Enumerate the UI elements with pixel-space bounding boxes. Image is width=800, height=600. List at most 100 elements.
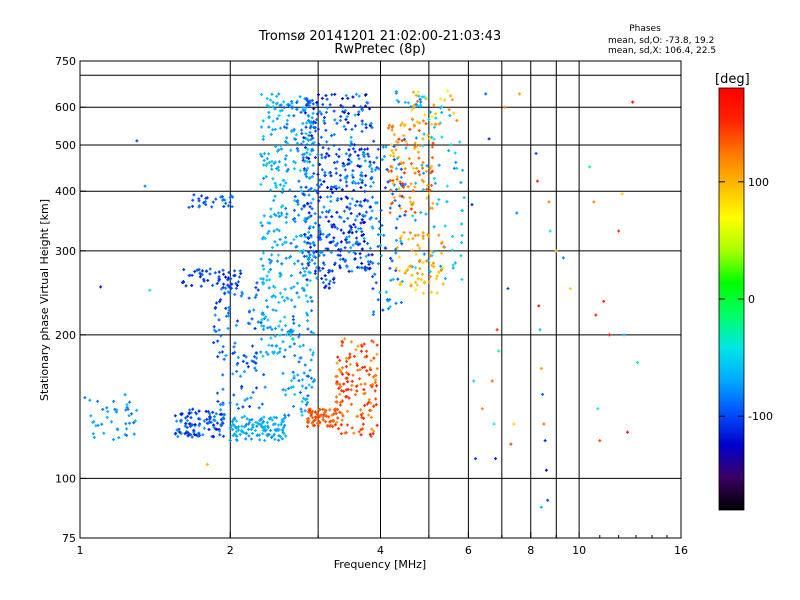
echo-point [355, 199, 359, 203]
echo-point [267, 229, 271, 233]
echo-point [275, 344, 279, 348]
echo-point [285, 118, 289, 122]
echo-point [135, 408, 139, 412]
echo-point [211, 283, 215, 287]
echo-point [202, 419, 206, 423]
echo-point [445, 200, 449, 204]
echo-point [273, 107, 277, 111]
echo-point [222, 417, 226, 421]
echo-point [367, 398, 371, 402]
echo-point [340, 344, 344, 348]
echo-point [233, 350, 237, 354]
echo-point [304, 398, 308, 402]
echo-point [237, 406, 241, 410]
echo-point [289, 241, 293, 245]
echo-point [282, 184, 286, 188]
echo-point [314, 415, 318, 419]
echo-point [363, 198, 367, 202]
echo-point [332, 276, 336, 280]
echo-point [361, 422, 365, 426]
echo-point [369, 260, 373, 264]
echo-point [461, 168, 465, 172]
echo-point [238, 269, 242, 273]
echo-point [350, 231, 354, 235]
echo-point [354, 230, 358, 234]
echo-point [349, 340, 353, 344]
echo-point [418, 246, 422, 250]
echo-point [413, 233, 417, 237]
echo-point [302, 288, 306, 292]
echo-point [445, 184, 449, 188]
echo-point [399, 161, 403, 165]
echo-point [310, 116, 314, 120]
echo-point [363, 265, 367, 269]
echo-point [388, 206, 392, 210]
echo-point [403, 100, 407, 104]
echo-point [394, 167, 398, 171]
echo-point [203, 200, 207, 204]
echo-point [269, 207, 273, 211]
echo-point [412, 124, 416, 128]
echo-point [290, 101, 294, 105]
echo-point [300, 378, 304, 382]
echo-point [404, 146, 408, 150]
echo-point [402, 171, 406, 175]
colorbar-label: [deg] [715, 72, 750, 87]
echo-point [333, 423, 337, 427]
echo-point [313, 212, 317, 216]
echo-point [208, 416, 212, 420]
echo-point [340, 411, 344, 415]
echo-point [322, 205, 326, 209]
echo-point [398, 194, 402, 198]
echo-point [312, 140, 316, 144]
echo-point [402, 195, 406, 199]
echo-point [228, 438, 232, 442]
echo-point [208, 267, 212, 271]
echo-point [269, 259, 273, 263]
echo-point [282, 432, 286, 436]
echo-point [260, 324, 264, 328]
echo-point [323, 286, 327, 290]
echo-point [351, 373, 355, 377]
echo-point [254, 293, 258, 297]
echo-point [117, 436, 121, 440]
echo-point [292, 285, 296, 289]
echo-point [360, 247, 364, 251]
echo-point [239, 294, 243, 298]
echo-point [279, 423, 283, 427]
echo-point [184, 416, 188, 420]
echo-point [280, 211, 284, 215]
echo-point [305, 278, 309, 282]
echo-point [253, 295, 257, 299]
echo-point [353, 124, 357, 128]
echo-point [324, 155, 328, 159]
echo-point [278, 183, 282, 187]
echo-point [350, 426, 354, 430]
echo-point [346, 216, 350, 220]
echo-point [420, 272, 424, 276]
echo-point [306, 166, 310, 170]
echo-point [356, 265, 360, 269]
echo-point [404, 140, 408, 144]
echo-point [428, 270, 432, 274]
echo-point [434, 122, 438, 126]
echo-point [358, 252, 362, 256]
echo-point [268, 221, 272, 225]
echo-point [303, 409, 307, 413]
echo-point [318, 195, 322, 199]
echo-point [343, 209, 347, 213]
echo-point [370, 225, 374, 229]
echo-point [364, 122, 368, 126]
echo-point [269, 336, 273, 340]
echo-point [281, 242, 285, 246]
echo-point [192, 193, 196, 197]
echo-point [337, 147, 341, 151]
echo-point [435, 274, 439, 278]
echo-point [402, 231, 406, 235]
echo-point [375, 423, 379, 427]
echo-point [281, 371, 285, 375]
echo-point [248, 405, 252, 409]
echo-point [180, 281, 184, 285]
echo-point [273, 285, 277, 289]
echo-point [335, 210, 339, 214]
